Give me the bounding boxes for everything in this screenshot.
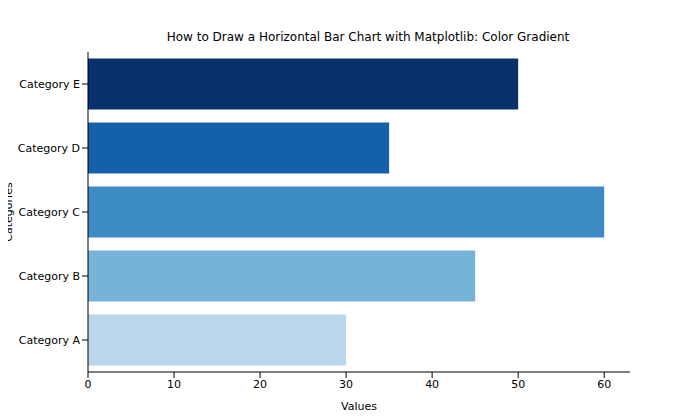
- svg-text:Category C: Category C: [19, 206, 81, 219]
- svg-text:0: 0: [85, 378, 92, 391]
- svg-text:40: 40: [425, 378, 439, 391]
- svg-text:Values: Values: [341, 400, 377, 412]
- html-text:How to Draw a Horizontal Bar C: How to Draw a Horizontal Bar Chart with …: [166, 30, 570, 44]
- svg-text:Category A: Category A: [19, 334, 81, 347]
- svg-text:Categories: Categories: [8, 182, 15, 242]
- svg-text:60: 60: [597, 378, 611, 391]
- svg-text:Category B: Category B: [19, 270, 80, 283]
- svg-text:20: 20: [253, 378, 267, 391]
- svg-text:10: 10: [167, 378, 181, 391]
- svg-text:Category E: Category E: [19, 78, 80, 91]
- svg-text:50: 50: [511, 378, 525, 391]
- svg-text:Category D: Category D: [18, 142, 80, 155]
- svg-text:30: 30: [339, 378, 353, 391]
